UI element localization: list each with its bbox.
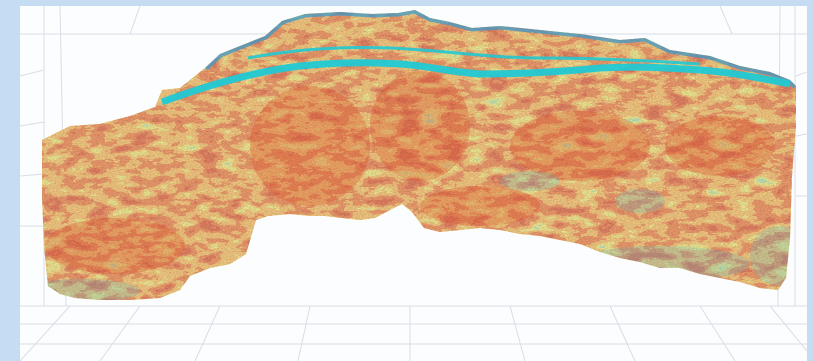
- horizon-main: [160, 59, 791, 106]
- viewer-frame-top: [0, 0, 813, 6]
- viewer-frame-right: [807, 0, 813, 361]
- seismic-volume[interactable]: [20, 6, 807, 361]
- viewer-frame-left: [0, 0, 20, 361]
- volume-scene[interactable]: [20, 6, 807, 361]
- 3d-viewport[interactable]: [20, 6, 807, 361]
- horizon-upper: [247, 45, 701, 66]
- high-amplitude-zones: [45, 71, 775, 274]
